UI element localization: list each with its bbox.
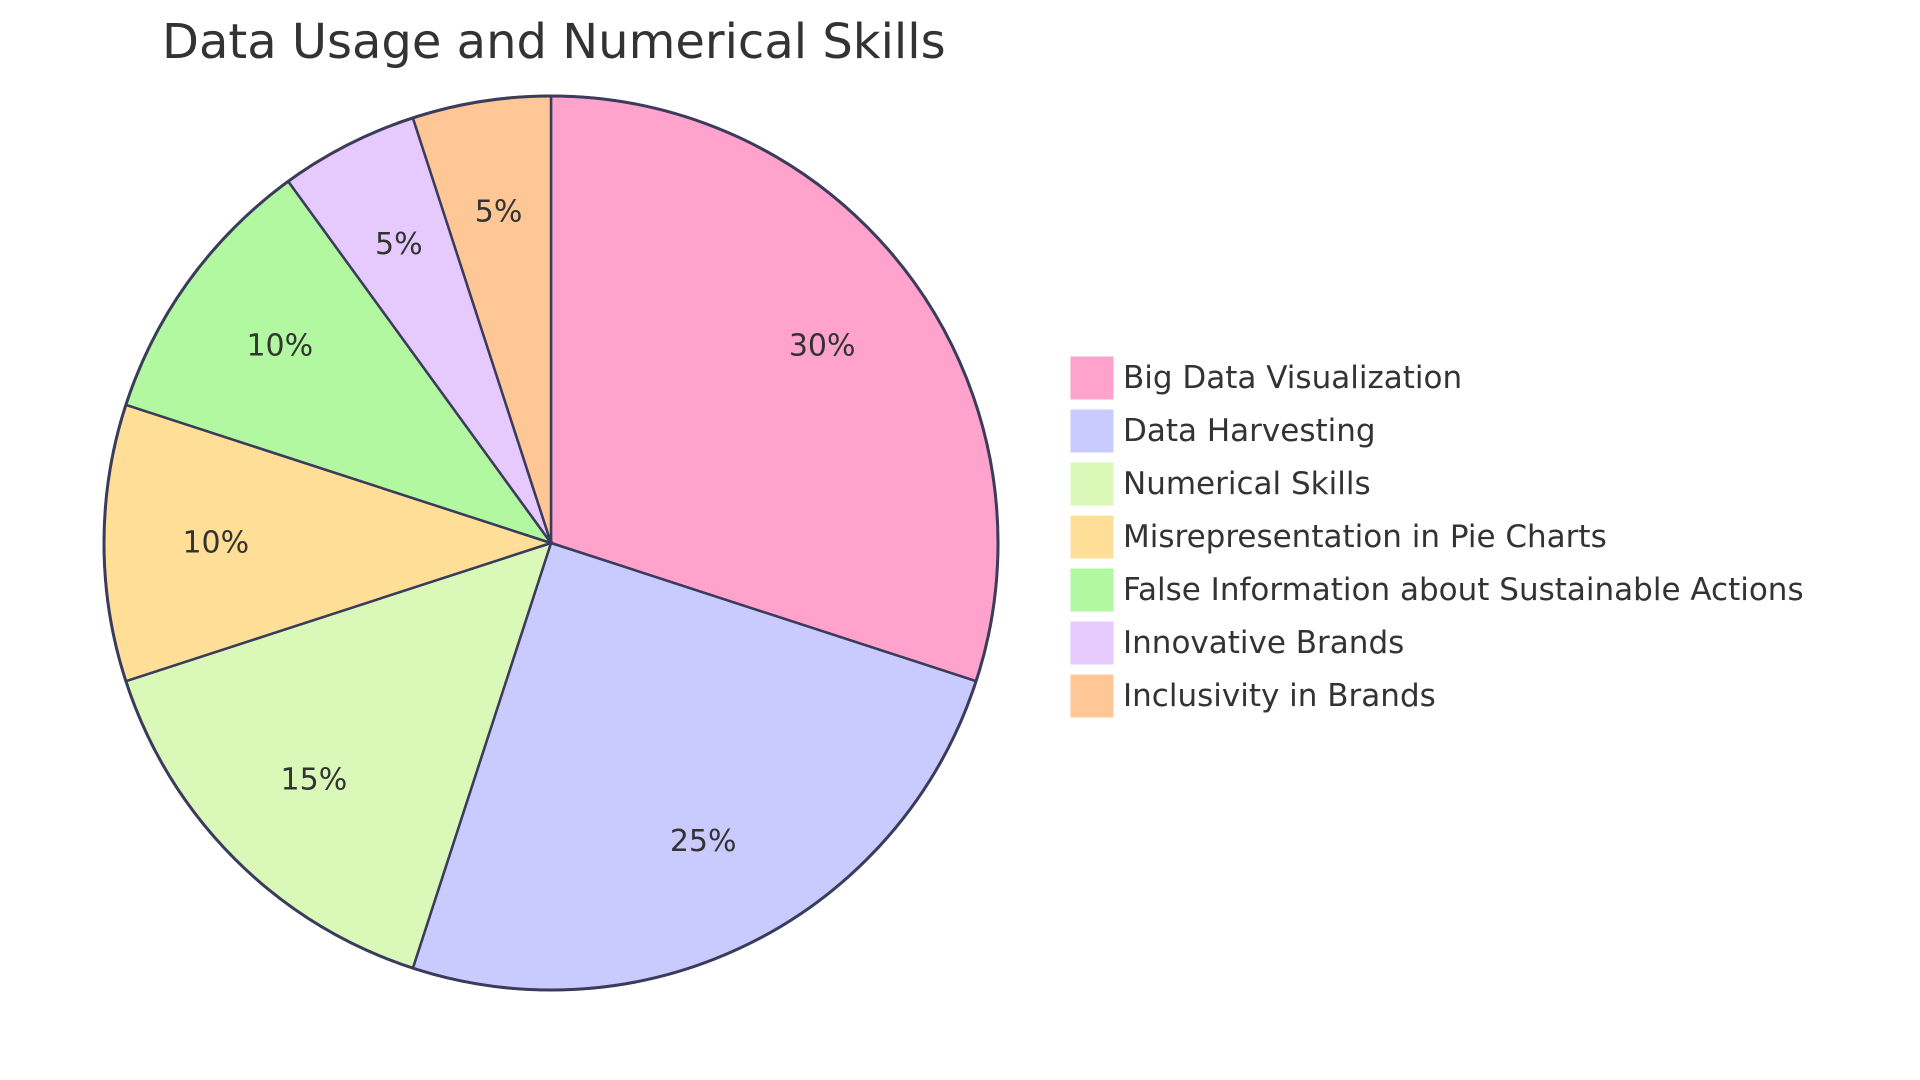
slice-label-innovative-brands: 5% [375, 227, 423, 262]
legend-swatch-innovative-brands [1069, 620, 1115, 666]
slice-labels: 30% 25% 15% 10% 10% 5% 5% [182, 194, 855, 859]
legend-item-innovative-brands: Innovative Brands [1069, 620, 1404, 666]
legend-item-big-data-visualization: Big Data Visualization [1069, 355, 1462, 401]
legend-item-misrepresentation-in-pie-charts: Misrepresentation in Pie Charts [1069, 514, 1607, 560]
legend-label-numerical-skills: Numerical Skills [1123, 466, 1371, 502]
legend-item-numerical-skills: Numerical Skills [1069, 461, 1371, 507]
legend-item-inclusivity-in-brands: Inclusivity in Brands [1069, 673, 1436, 719]
slice-label-inclusivity-in-brands: 5% [475, 194, 523, 229]
legend-swatch-inclusivity-in-brands [1069, 673, 1115, 719]
legend-label-false-information-about-sustainable-actions: False Information about Sustainable Acti… [1123, 572, 1804, 608]
legend-swatch-false-information-about-sustainable-actions [1069, 567, 1115, 613]
chart-title: Data Usage and Numerical Skills [162, 14, 946, 70]
legend-label-big-data-visualization: Big Data Visualization [1123, 360, 1462, 396]
pie-outline [102, 94, 1000, 992]
legend-swatch-big-data-visualization [1069, 355, 1115, 401]
slice-label-misrepresentation-in-pie-charts: 10% [182, 526, 249, 561]
slice-label-data-harvesting: 25% [670, 824, 737, 859]
legend-item-false-information-about-sustainable-actions: False Information about Sustainable Acti… [1069, 567, 1804, 613]
legend-swatch-misrepresentation-in-pie-charts [1069, 514, 1115, 560]
slice-label-numerical-skills: 15% [281, 763, 348, 798]
legend-swatch-data-harvesting [1069, 408, 1115, 454]
slice-label-big-data-visualization: 30% [789, 328, 856, 363]
legend-label-data-harvesting: Data Harvesting [1123, 413, 1376, 449]
legend: Big Data Visualization Data Harvesting Num… [1069, 355, 1804, 719]
legend-label-innovative-brands: Innovative Brands [1123, 625, 1404, 661]
legend-swatch-numerical-skills [1069, 461, 1115, 507]
legend-label-misrepresentation-in-pie-charts: Misrepresentation in Pie Charts [1123, 519, 1607, 555]
legend-item-data-harvesting: Data Harvesting [1069, 408, 1376, 454]
slice-label-false-information-about-sustainable-actions: 10% [246, 328, 313, 363]
legend-label-inclusivity-in-brands: Inclusivity in Brands [1123, 678, 1436, 714]
